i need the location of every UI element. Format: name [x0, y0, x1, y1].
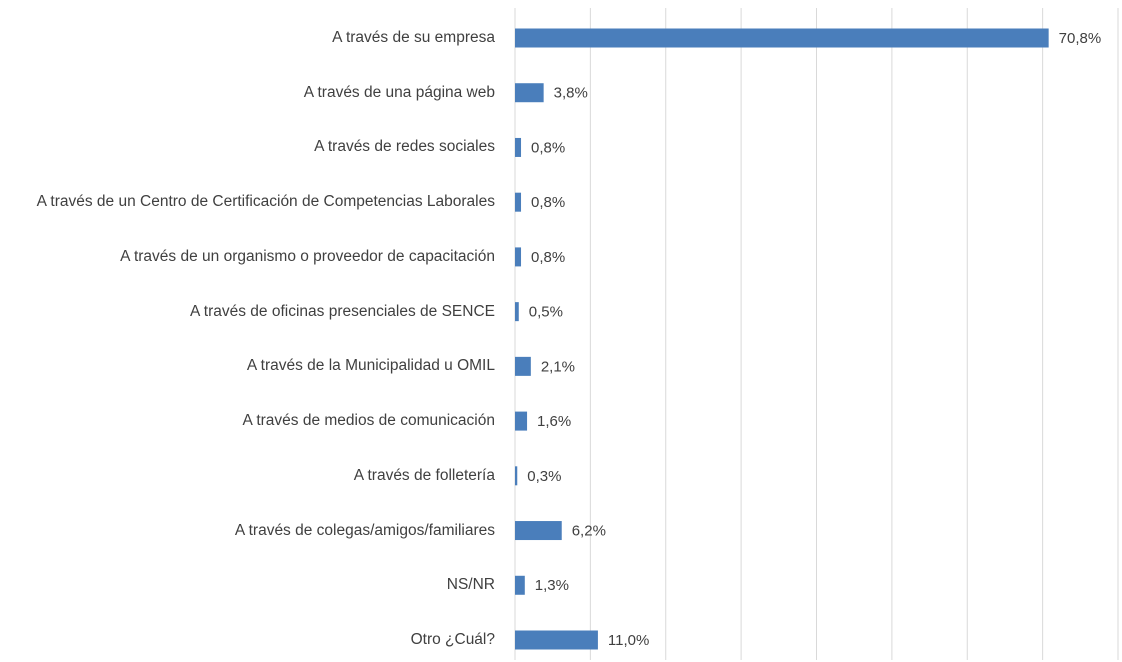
- category-label-box: A través de colegas/amigos/familiares: [0, 520, 495, 542]
- category-label: A través de folletería: [353, 466, 495, 484]
- category-label-box: A través de un organismo o proveedor de …: [0, 246, 495, 268]
- value-label: 70,8%: [1059, 30, 1102, 47]
- category-label: A través de oficinas presenciales de SEN…: [190, 302, 495, 320]
- bar: [515, 466, 518, 486]
- bar: [515, 28, 1049, 48]
- value-label: 0,8%: [531, 194, 565, 211]
- bar: [515, 247, 522, 267]
- category-label-box: A través de un Centro de Certificación d…: [0, 191, 495, 213]
- category-label-box: Otro ¿Cuál?: [0, 629, 495, 651]
- value-label: 0,5%: [529, 304, 563, 321]
- value-label: 0,3%: [527, 468, 561, 485]
- value-label: 2,1%: [541, 358, 575, 375]
- value-label: 0,8%: [531, 139, 565, 156]
- bar: [515, 83, 544, 103]
- category-label-box: A través de oficinas presenciales de SEN…: [0, 301, 495, 323]
- category-label: A través de su empresa: [332, 29, 495, 46]
- category-label-box: A través de su empresa: [0, 27, 495, 49]
- category-label: Otro ¿Cuál?: [410, 631, 495, 648]
- category-label: A través de medios de comunicación: [242, 412, 495, 430]
- bar: [515, 411, 528, 431]
- value-label: 1,3%: [535, 577, 569, 594]
- category-label: A través de redes sociales: [314, 138, 495, 156]
- category-label-box: A través de una página web: [0, 82, 495, 104]
- value-label: 11,0%: [608, 632, 649, 649]
- bar: [515, 575, 525, 595]
- category-label: NS/NR: [446, 576, 495, 594]
- category-label: A través de un Centro de Certificación d…: [36, 193, 495, 211]
- category-label-box: NS/NR: [0, 574, 495, 596]
- category-label-box: A través de medios de comunicación: [0, 410, 495, 432]
- value-label: 1,6%: [537, 413, 571, 430]
- bar: [515, 192, 522, 212]
- bar: [515, 356, 531, 376]
- value-label: 0,8%: [531, 249, 565, 266]
- category-label-box: A través de redes sociales: [0, 136, 495, 158]
- category-label-box: A través de folletería: [0, 465, 495, 487]
- category-label-box: A través de la Municipalidad u OMIL: [0, 355, 495, 377]
- bar: [515, 137, 522, 157]
- value-label: 6,2%: [572, 523, 606, 540]
- bar: [515, 302, 519, 322]
- bar: [515, 630, 598, 650]
- category-label: A través de un organismo o proveedor de …: [120, 247, 495, 265]
- category-label: A través de colegas/amigos/familiares: [234, 521, 495, 539]
- category-label: A través de la Municipalidad u OMIL: [246, 357, 495, 375]
- category-label: A través de una página web: [303, 83, 495, 101]
- value-label: 3,8%: [554, 85, 588, 102]
- bar: [515, 521, 562, 541]
